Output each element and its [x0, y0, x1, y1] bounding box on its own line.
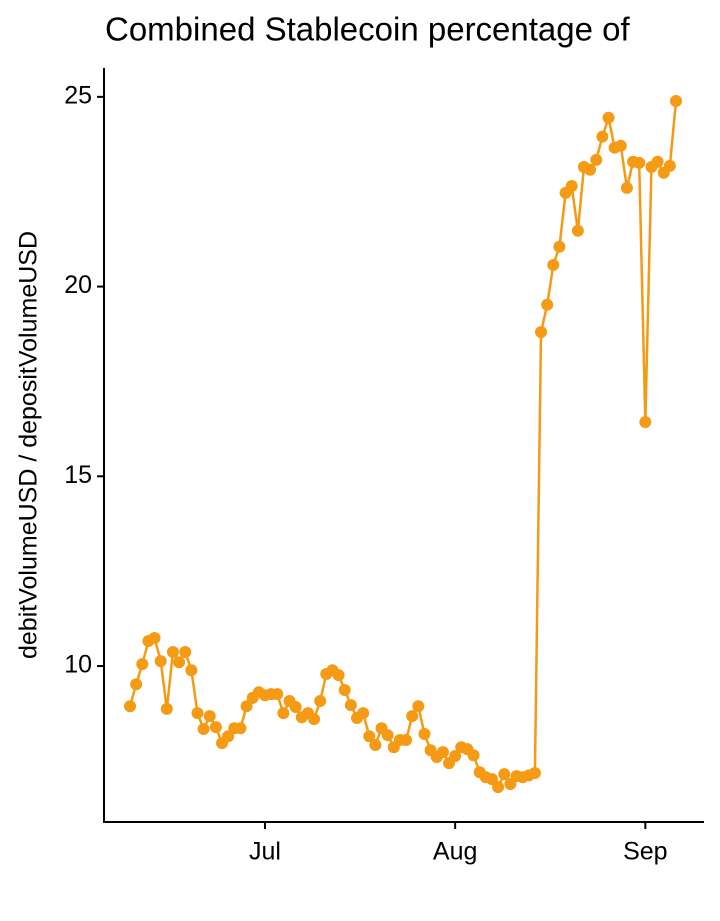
point: [240, 700, 253, 713]
x-tick-label: Jul: [249, 838, 281, 866]
point: [492, 781, 505, 794]
point: [412, 700, 425, 713]
point: [344, 699, 357, 712]
point: [620, 181, 633, 194]
y-tick-label: 25: [64, 81, 92, 109]
point: [197, 723, 210, 736]
point: [203, 710, 216, 723]
point: [596, 130, 609, 143]
point: [467, 749, 480, 762]
point: [571, 224, 584, 237]
y-axis-label: debitVolumeUSD / depositVolumeUSD: [15, 231, 43, 659]
point: [363, 730, 376, 743]
point: [541, 298, 554, 311]
line: [128, 100, 678, 790]
point: [124, 700, 136, 713]
point: [209, 721, 222, 734]
point: [289, 701, 302, 714]
point: [308, 713, 321, 726]
point: [553, 240, 566, 253]
point: [357, 707, 370, 720]
x-tick-label: Sep: [623, 838, 667, 866]
point: [406, 710, 419, 723]
point: [633, 156, 646, 169]
point: [614, 139, 627, 152]
point: [584, 163, 597, 176]
point: [651, 155, 664, 168]
point: [338, 683, 351, 696]
point: [400, 734, 413, 747]
point: [148, 631, 161, 644]
point: [639, 416, 652, 429]
point: [185, 664, 198, 677]
point: [154, 655, 167, 668]
chart-title: Combined Stablecoin percentage of: [105, 11, 631, 48]
point: [173, 656, 186, 669]
y-tick-label: 20: [64, 271, 92, 299]
point: [663, 159, 676, 172]
point: [565, 180, 578, 193]
point: [498, 768, 511, 781]
point: [332, 669, 345, 682]
point: [166, 645, 179, 658]
point: [277, 707, 290, 720]
point: [160, 702, 173, 715]
point: [670, 95, 682, 108]
point: [418, 727, 431, 740]
point: [191, 707, 204, 720]
point: [535, 326, 548, 339]
point: [547, 258, 560, 271]
point: [136, 658, 149, 671]
point: [528, 767, 541, 780]
point: [234, 722, 247, 735]
y-tick-label: 10: [64, 651, 92, 679]
point: [130, 678, 143, 691]
y-tick-label: 15: [64, 461, 92, 489]
point: [314, 694, 327, 707]
point: [179, 645, 192, 658]
point: [602, 111, 615, 124]
point: [271, 688, 284, 701]
x-tick-label: Aug: [433, 838, 477, 866]
point: [449, 749, 462, 762]
point: [381, 729, 394, 742]
point: [590, 153, 603, 166]
point: [369, 738, 382, 751]
point: [436, 746, 449, 759]
